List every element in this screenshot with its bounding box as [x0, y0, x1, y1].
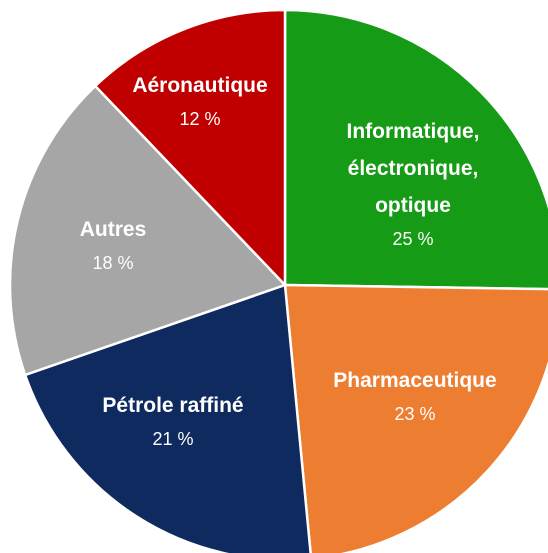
pie-slice [8, 84, 288, 377]
pie-slice [93, 8, 287, 289]
category-label: Autres [79, 218, 147, 241]
value-label: 23 % [394, 404, 436, 424]
value-label: 18 % [92, 253, 134, 273]
pie-slice [283, 283, 548, 553]
category-label: Informatique, électronique, optique [346, 120, 480, 217]
pie-slice [283, 8, 548, 291]
value-label: 21 % [152, 429, 194, 449]
category-label: Pharmaceutique [333, 369, 497, 392]
category-label: Pétrole raffiné [102, 394, 244, 417]
value-label: 12 % [179, 109, 221, 129]
category-label: Aéronautique [132, 74, 268, 97]
slice-label: Autres 18 % [38, 211, 188, 278]
slice-label: Pharmaceutique 23 % [295, 362, 535, 429]
slice-label: Aéronautique 12 % [110, 67, 290, 134]
slice-label: Informatique, électronique, optique 25 % [318, 113, 508, 254]
slice-label: Pétrole raffiné 21 % [63, 387, 283, 454]
value-label: 25 % [392, 229, 434, 249]
pie-slice [23, 283, 312, 553]
